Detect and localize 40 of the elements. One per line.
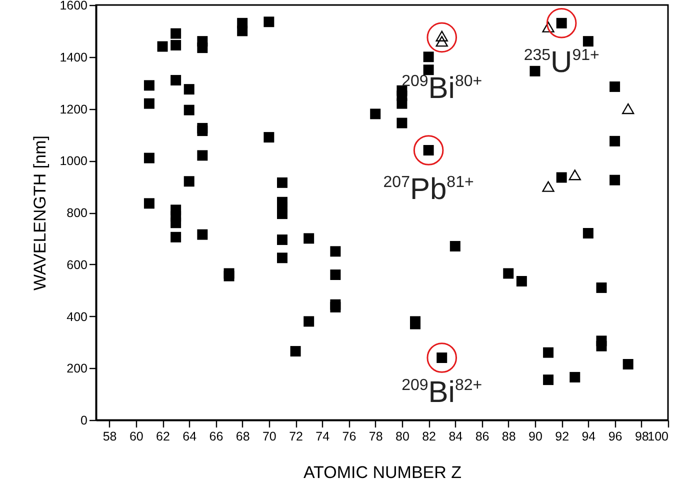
x-tick-label: 74	[316, 430, 330, 444]
x-tick-label: 64	[182, 430, 197, 444]
x-tick-label: 70	[262, 430, 276, 444]
x-tick-label: 66	[209, 430, 224, 444]
annotation: $^{207}$Pb$^{81+}$	[383, 173, 474, 206]
annotation: $^{235}$U$^{91+}$	[524, 46, 600, 80]
x-tick-label: 92	[555, 430, 570, 444]
x-tick-label: 94	[582, 430, 596, 444]
x-tick-label: 82	[422, 430, 436, 444]
point	[622, 103, 634, 114]
x-tick-label: 78	[368, 430, 383, 444]
y-tick-label: 1000	[60, 154, 88, 168]
y-tick-label: 400	[66, 310, 88, 324]
y-tick-label: 0	[80, 414, 88, 428]
y-axis-title: WAVELENGTH [nm]	[30, 136, 50, 290]
x-tick-label: 58	[102, 430, 117, 444]
x-tick-label: 98	[634, 430, 649, 444]
x-tick-label: 88	[502, 430, 516, 444]
y-tick-label: 600	[66, 258, 88, 272]
point	[568, 170, 581, 180]
x-tick-label: 84	[448, 430, 463, 444]
x-tick-label: 80	[396, 430, 410, 444]
x-tick-label: 100	[648, 430, 669, 444]
annotation: $^{209}$Bi$^{80+}$	[402, 72, 482, 106]
y-tick-label: 1400	[60, 50, 88, 64]
x-tick-label: 68	[236, 430, 250, 444]
x-tick-label: 72	[289, 430, 304, 444]
annotation: $^{209}$Bi$^{82+}$	[402, 376, 482, 409]
y-tick-label: 800	[66, 206, 88, 220]
point	[542, 181, 554, 192]
y-tick-label: 1600	[60, 0, 88, 12]
x-tick-label: 96	[608, 430, 622, 444]
x-tick-label: 76	[342, 430, 356, 444]
x-tick-label: 60	[129, 430, 144, 444]
y-tick-label: 200	[66, 362, 88, 376]
y-tick-label: 1200	[60, 102, 88, 116]
x-tick-label: 62	[156, 430, 170, 444]
x-axis-title: ATOMIC NUMBER Z	[303, 463, 462, 482]
x-tick-label: 90	[528, 430, 542, 444]
x-tick-label: 86	[475, 430, 490, 444]
